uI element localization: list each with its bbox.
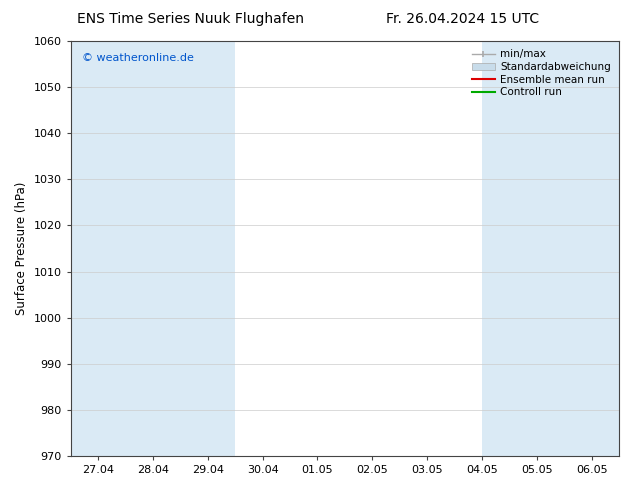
Bar bbox=[71, 41, 235, 456]
Text: Fr. 26.04.2024 15 UTC: Fr. 26.04.2024 15 UTC bbox=[386, 12, 540, 26]
Legend: min/max, Standardabweichung, Ensemble mean run, Controll run: min/max, Standardabweichung, Ensemble me… bbox=[469, 46, 614, 100]
Bar bbox=[482, 41, 619, 456]
Text: ENS Time Series Nuuk Flughafen: ENS Time Series Nuuk Flughafen bbox=[77, 12, 304, 26]
Y-axis label: Surface Pressure (hPa): Surface Pressure (hPa) bbox=[15, 182, 28, 315]
Text: © weatheronline.de: © weatheronline.de bbox=[82, 53, 193, 64]
